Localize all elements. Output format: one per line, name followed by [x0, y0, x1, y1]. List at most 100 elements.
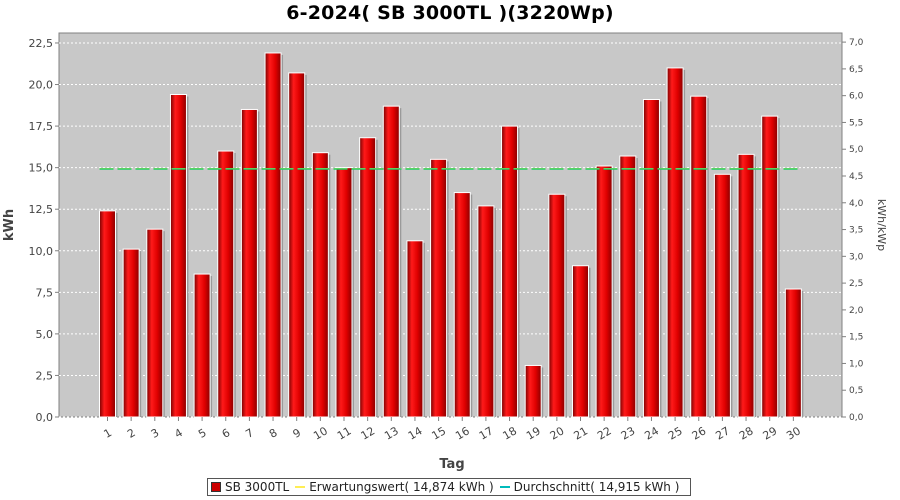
x-tick-label: 11	[335, 424, 354, 442]
y-right-tick-label: 7,0	[849, 38, 864, 48]
bar-day-4	[169, 94, 187, 418]
x-tick-label: 29	[761, 424, 780, 442]
bar-day-12	[359, 137, 377, 418]
y-right-tick-label: 6,5	[849, 65, 863, 75]
left-axis: 0,0 2,5 5,0 7,5 10,0 12,5 15,0 17,5 20,0 22,5	[29, 37, 59, 424]
x-tick-label: 7	[243, 426, 256, 441]
bar-day-8	[264, 52, 282, 418]
y-tick-label: 7,5	[36, 286, 54, 299]
y-right-tick-label: 4,0	[849, 199, 864, 209]
bar-day-25	[666, 67, 684, 418]
x-tick-label: 8	[267, 426, 280, 441]
x-tick-label: 3	[149, 426, 162, 441]
y-right-tick-label: 2,0	[849, 306, 864, 316]
x-tick-label: 17	[477, 424, 496, 442]
y-tick-label: 10,0	[29, 245, 54, 258]
y-right-tick-label: 1,0	[849, 359, 864, 369]
x-tick-label: 30	[784, 424, 803, 442]
x-tick-label: 13	[382, 424, 401, 442]
x-tick-label: 10	[311, 424, 330, 442]
bar-day-10	[311, 152, 329, 418]
x-tick-label: 12	[359, 424, 378, 442]
bar-day-29	[761, 115, 779, 418]
y-right-tick-label: 0,0	[849, 413, 864, 423]
x-tick-label: 20	[548, 424, 567, 442]
bar-day-7	[240, 108, 258, 418]
legend-label-expected: Erwartungswert( 14,874 kWh )	[309, 480, 494, 494]
y-tick-label: 12,5	[29, 203, 54, 216]
x-tick-label: 26	[690, 424, 709, 442]
bar-day-23	[619, 155, 637, 418]
legend-label-average: Durchschnitt( 14,915 kWh )	[513, 480, 680, 494]
bar-day-6	[217, 150, 235, 418]
bar-day-17	[477, 205, 495, 418]
y-tick-label: 20,0	[29, 79, 54, 92]
legend-item-bars: SB 3000TL	[211, 480, 289, 494]
bar-day-19	[524, 364, 542, 418]
y-axis-right-title: kWh/kWp	[875, 199, 888, 251]
legend-swatch-expected	[295, 486, 306, 488]
x-tick-label: 9	[291, 426, 304, 441]
right-axis: 0,0 0,5 1,0 1,5 2,0 2,5 3,0 3,5 4,0 4,5 5,0 5,5 6,0 6…	[842, 38, 864, 423]
bar-day-14	[406, 240, 424, 418]
x-tick-label: 16	[453, 424, 472, 442]
bar-day-27	[713, 173, 731, 418]
x-tick-label: 14	[406, 424, 425, 442]
legend-swatch-bars	[211, 482, 221, 492]
y-axis-title: kWh	[2, 209, 17, 241]
y-right-tick-label: 3,0	[849, 252, 864, 262]
y-right-tick-label: 4,5	[849, 172, 863, 182]
bar-day-13	[382, 105, 400, 418]
bar-day-24	[642, 98, 660, 418]
bars	[99, 52, 804, 418]
y-tick-label: 22,5	[29, 37, 54, 50]
x-tick-label: 25	[666, 424, 685, 442]
bar-day-22	[595, 165, 613, 418]
legend-swatch-average	[499, 486, 510, 488]
bar-day-1	[99, 210, 116, 418]
bar-day-30	[784, 288, 802, 418]
bar-day-20	[548, 193, 566, 418]
y-right-tick-label: 0,5	[849, 386, 863, 396]
bar-day-11	[335, 167, 353, 418]
plot-area	[58, 32, 843, 418]
x-tick-label: 22	[595, 424, 614, 442]
x-tick-label: 4	[172, 426, 185, 441]
chart-title: 6-2024( SB 3000TL )(3220Wp)	[286, 2, 614, 24]
x-tick-label: 2	[125, 426, 138, 441]
bar-day-3	[146, 228, 164, 418]
bar-day-21	[572, 265, 589, 418]
y-tick-label: 15,0	[29, 162, 54, 175]
x-tick-label: 24	[642, 424, 661, 442]
x-axis-title: Tag	[439, 457, 464, 472]
x-tick-label: 1	[101, 426, 114, 441]
grid-lines	[59, 42, 842, 418]
legend-label-bars: SB 3000TL	[225, 480, 290, 494]
x-tick-label: 5	[196, 426, 209, 441]
y-tick-label: 5,0	[36, 328, 54, 341]
y-right-tick-label: 1,5	[849, 333, 863, 343]
bar-day-5	[193, 273, 211, 418]
x-tick-label: 27	[713, 424, 732, 442]
bar-day-26	[690, 95, 708, 418]
bar-day-2	[122, 248, 140, 418]
x-tick-label: 19	[524, 424, 543, 442]
y-tick-label: 17,5	[29, 120, 54, 133]
legend-item-average: Durchschnitt( 14,915 kWh )	[499, 480, 680, 494]
y-right-tick-label: 6,0	[849, 92, 864, 102]
x-tick-label: 21	[571, 424, 590, 442]
x-axis: 1 2 3 4 5 6 7 8 9 10 11 12 13 14 15 16 17 18 19 20 21 22 23 24 2…	[101, 417, 803, 443]
y-tick-label: 2,5	[36, 369, 54, 382]
y-right-tick-label: 5,5	[849, 118, 863, 128]
y-tick-label: 0,0	[36, 411, 54, 424]
x-tick-label: 23	[619, 424, 638, 442]
x-tick-label: 15	[430, 424, 449, 442]
bar-day-9	[288, 72, 306, 418]
y-right-tick-label: 2,5	[849, 279, 863, 289]
y-right-tick-label: 3,5	[849, 226, 863, 236]
legend-item-expected: Erwartungswert( 14,874 kWh )	[295, 480, 494, 494]
legend: SB 3000TL Erwartungswert( 14,874 kWh ) D…	[207, 478, 691, 496]
bar-day-28	[737, 153, 755, 418]
x-tick-label: 18	[500, 424, 519, 442]
